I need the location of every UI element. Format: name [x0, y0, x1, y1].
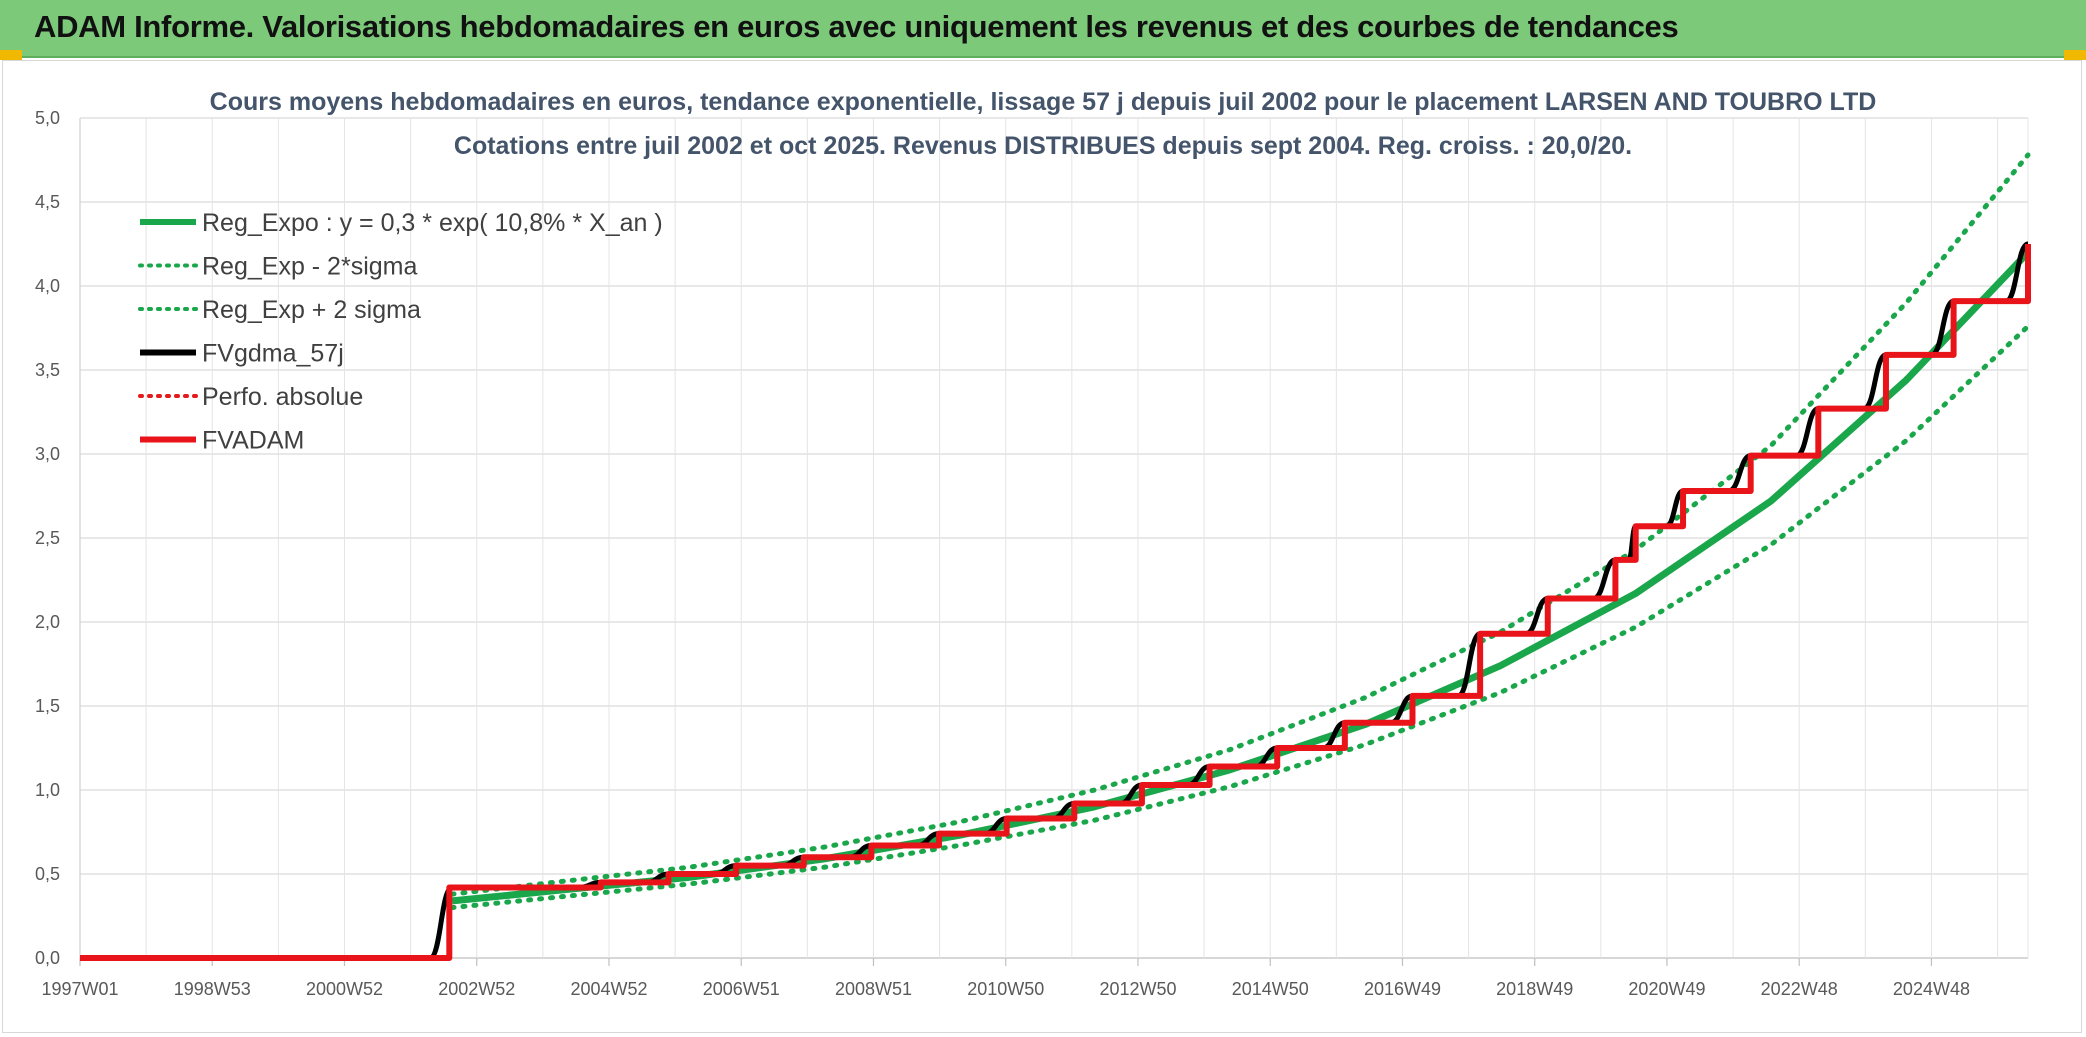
upper-band-line — [449, 152, 2031, 897]
x-tick-label: 2000W52 — [306, 979, 383, 999]
trend-line — [451, 249, 2031, 905]
x-tick-label: 2004W52 — [570, 979, 647, 999]
x-tick-label: 2014W50 — [1232, 979, 1309, 999]
y-tick-label: 3,5 — [35, 360, 60, 380]
x-tick-label: 2012W50 — [1099, 979, 1176, 999]
report-title: ADAM Informe. Valorisations hebdomadaire… — [34, 9, 1679, 44]
chart-title: Cours moyens hebdomadaires en euros, ten… — [210, 88, 1877, 116]
y-tick-label: 3,0 — [35, 444, 60, 464]
y-tick-label: 4,0 — [35, 276, 60, 296]
x-tick-label: 2006W51 — [703, 979, 780, 999]
y-axis-ticks: 0,0 0,5 1,0 1,5 2,0 2,5 3,0 3,5 4,0 4,5 5,0 — [35, 108, 60, 968]
y-tick-label: 1,5 — [35, 696, 60, 716]
grid — [79, 117, 2029, 959]
x-tick-label: 2024W48 — [1893, 979, 1970, 999]
y-tick-label: 4,5 — [35, 192, 60, 212]
x-tick-label: 1998W53 — [174, 979, 251, 999]
x-tick-label: 2010W50 — [967, 979, 1044, 999]
lower-band-line — [449, 323, 2031, 911]
header-banner: ADAM Informe. Valorisations hebdomadaire… — [0, 0, 2086, 58]
fvadam-line — [80, 244, 2031, 961]
y-tick-label: 2,5 — [35, 528, 60, 548]
legend: Reg_Expo : y = 0,3 * exp( 10,8% * X_an )… — [138, 209, 663, 455]
y-tick-label: 0,5 — [35, 864, 60, 884]
smoothed-line — [80, 241, 2030, 961]
legend-label-fvadam-line: FVADAM — [202, 427, 304, 455]
x-tick-label: 2018W49 — [1496, 979, 1573, 999]
legend-label-lower-band-line: Reg_Exp - 2*sigma — [202, 253, 417, 281]
x-tick-label: 2020W49 — [1628, 979, 1705, 999]
x-tick-label: 2022W48 — [1761, 979, 1838, 999]
y-tick-label: 1,0 — [35, 780, 60, 800]
y-tick-label: 5,0 — [35, 108, 60, 128]
x-axis-ticks: 1997W01 1998W53 2000W52 2002W52 2004W52 2006W… — [41, 958, 1970, 999]
corner-marker-left — [0, 50, 22, 60]
legend-label-trend-line: Reg_Expo : y = 0,3 * exp( 10,8% * X_an ) — [202, 209, 663, 237]
y-tick-label: 0,0 — [35, 948, 60, 968]
chart-frame — [2, 60, 2082, 1033]
x-tick-label: 2016W49 — [1364, 979, 1441, 999]
x-tick-label: 2008W51 — [835, 979, 912, 999]
x-tick-label: 2002W52 — [438, 979, 515, 999]
legend-label-perf-line: Perfo. absolue — [202, 383, 363, 411]
legend-label-upper-band-line: Reg_Exp + 2 sigma — [202, 296, 421, 324]
corner-marker-right — [2064, 50, 2086, 60]
series-layer — [80, 152, 2031, 961]
y-tick-label: 2,0 — [35, 612, 60, 632]
chart-subtitle: Cotations entre juil 2002 et oct 2025. R… — [454, 132, 1632, 160]
legend-label-smoothed-line: FVgdma_57j — [202, 340, 344, 368]
x-tick-label: 1997W01 — [41, 979, 118, 999]
